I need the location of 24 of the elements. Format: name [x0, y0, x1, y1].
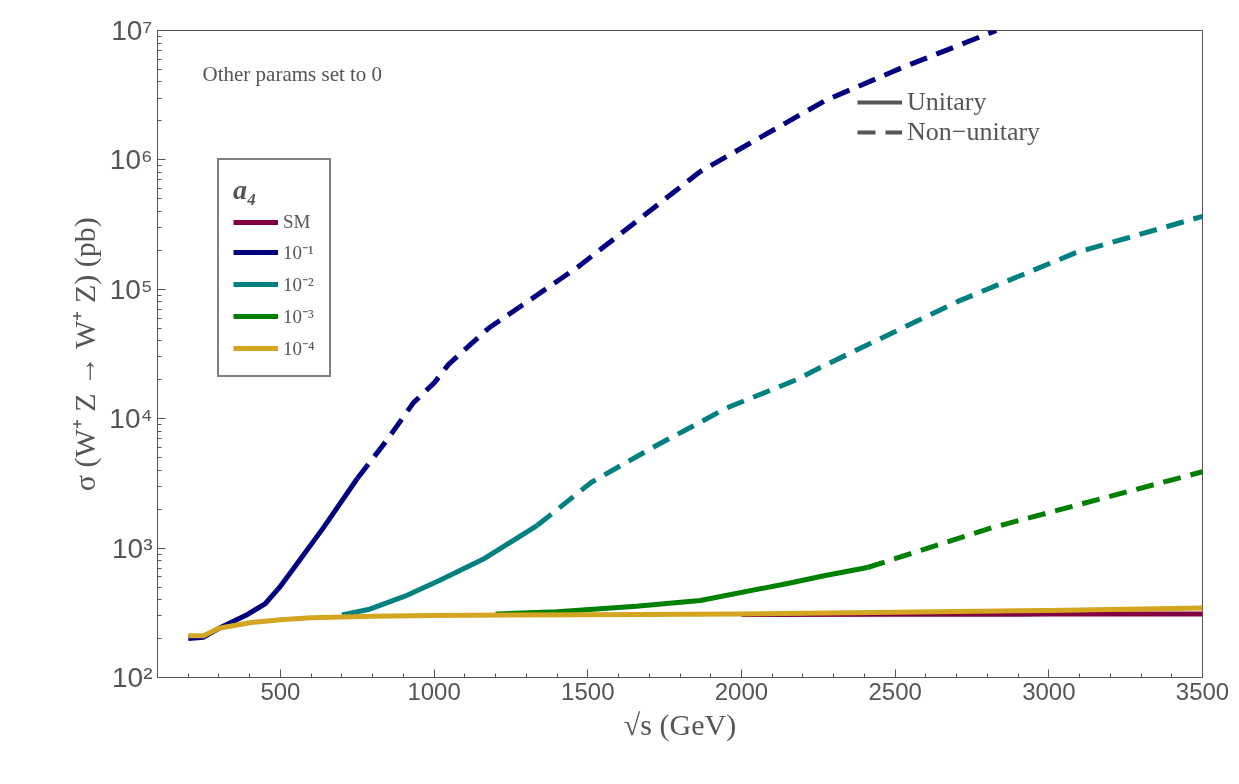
y-tick-label: 10³ [112, 532, 153, 564]
y-axis-title: σ (W⁺ Z → W⁺ Z) (pb) [68, 217, 103, 492]
x-tick-label: 500 [260, 677, 301, 705]
legend-label: 10⁻¹ [283, 241, 314, 265]
x-axis-title: √s (GeV) [623, 707, 737, 742]
y-tick-label: 10⁶ [109, 144, 153, 176]
legend-label: SM [283, 211, 311, 233]
y-tick-label: 10² [112, 662, 153, 693]
legend-title: a₄ [233, 174, 258, 206]
x-tick-label: 3500 [1175, 677, 1230, 705]
x-tick-label: 3000 [1022, 677, 1076, 705]
legend-label: 10⁻⁴ [283, 337, 315, 361]
annotation: Other params set to 0 [202, 61, 383, 86]
y-tick-label: 10⁴ [109, 403, 153, 435]
annotation: Non−unitary [907, 117, 1041, 147]
y-tick-label: 10⁵ [109, 273, 153, 305]
legend-label: 10⁻² [283, 273, 314, 297]
y-tick-label: 10⁷ [111, 15, 153, 46]
x-tick-label: 2500 [868, 677, 922, 705]
x-tick-label: 1500 [561, 677, 615, 705]
x-tick-label: 1000 [407, 677, 461, 705]
x-tick-label: 2000 [714, 677, 769, 705]
annotation: Unitary [907, 87, 987, 117]
legend-label: 10⁻³ [283, 305, 314, 329]
